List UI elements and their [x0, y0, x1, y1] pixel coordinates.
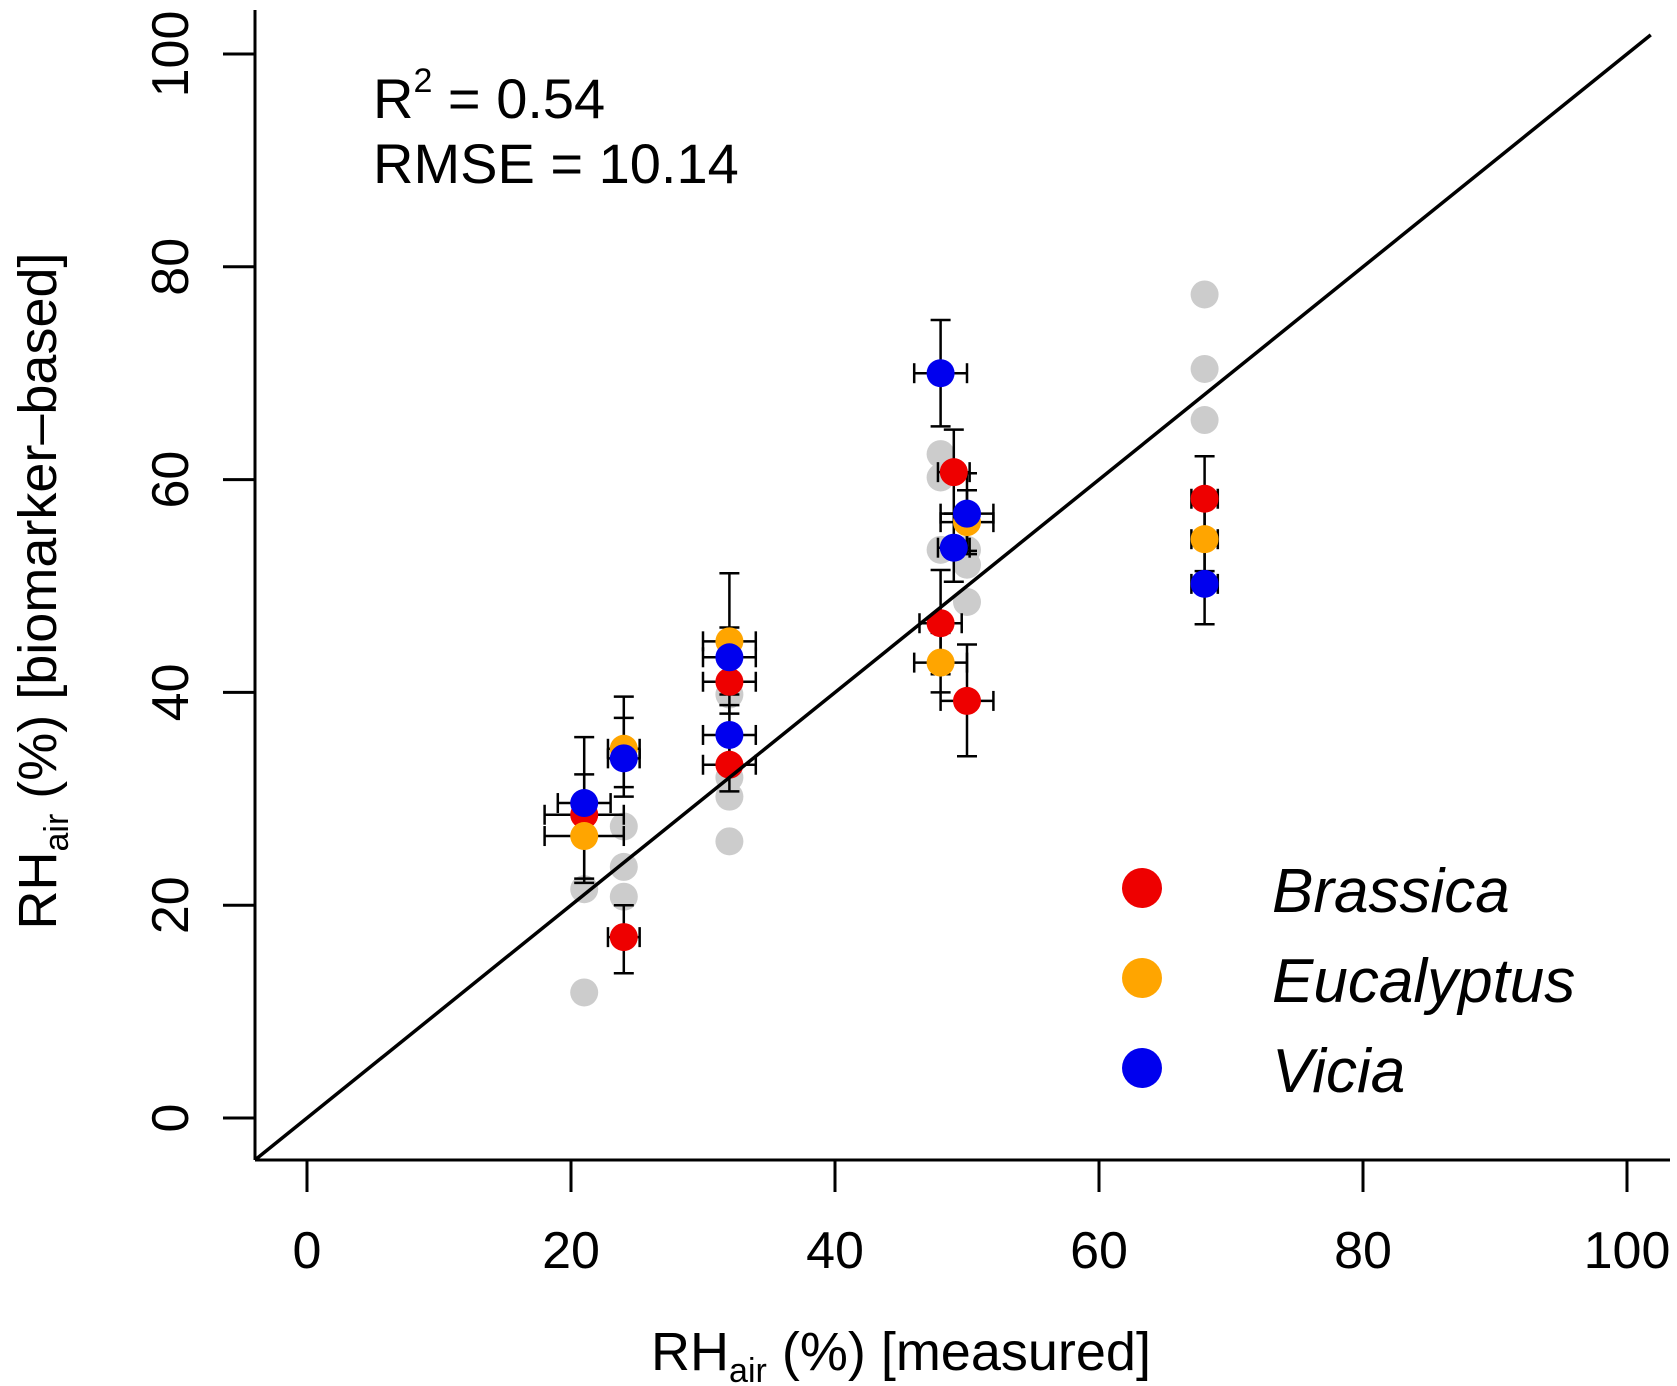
- y-tick-label: 0: [142, 1104, 200, 1133]
- point-eucalyptus: [926, 648, 955, 677]
- point-eucalyptus: [1190, 525, 1219, 554]
- point-eucalyptus: [570, 822, 599, 851]
- point-vicia: [1190, 569, 1219, 598]
- y-tick-label: 80: [142, 238, 200, 296]
- point-brassica: [953, 686, 981, 715]
- y-tick-label: 20: [142, 876, 200, 934]
- point-vicia: [609, 744, 638, 773]
- y-tick-label: 60: [142, 451, 200, 509]
- legend-label-vicia: Vicia: [1272, 1037, 1405, 1106]
- y-axis-title: RHair (%) [biomarker–based]: [8, 252, 76, 929]
- legend-marker-vicia: [1122, 1048, 1162, 1088]
- y-tick-label: 100: [142, 11, 200, 98]
- point-vicia: [715, 720, 744, 749]
- background-point: [609, 882, 638, 911]
- axes: 0 20 40 60 80 100 0 20 40 60 80 100: [142, 10, 1670, 1280]
- point-brassica: [715, 750, 744, 779]
- x-tick-label: 0: [293, 1222, 322, 1280]
- point-vicia: [939, 533, 968, 562]
- x-axis-title: RHair (%) [measured]: [651, 1322, 1151, 1386]
- legend-marker-brassica: [1122, 868, 1162, 908]
- point-vicia: [926, 359, 955, 388]
- background-point: [609, 852, 638, 881]
- legend-marker-eucalyptus: [1122, 958, 1162, 998]
- r2-superscript: 2: [413, 62, 432, 100]
- background-point: [1190, 280, 1219, 309]
- point-brassica: [1190, 484, 1219, 513]
- point-brassica: [926, 609, 955, 638]
- background-point: [1190, 406, 1219, 435]
- x-tick-label: 80: [1334, 1222, 1392, 1280]
- legend-label-eucalyptus: Eucalyptus: [1272, 947, 1575, 1016]
- background-point: [953, 587, 981, 616]
- point-vicia: [953, 499, 981, 528]
- x-tick-label: 60: [1070, 1222, 1128, 1280]
- point-brassica: [939, 458, 968, 487]
- background-point: [715, 827, 744, 856]
- series-points: [570, 359, 1219, 952]
- identity-line: [253, 33, 1652, 1162]
- point-brassica: [715, 667, 744, 696]
- background-point: [1190, 354, 1219, 383]
- background-point: [715, 782, 744, 811]
- r2-annotation: R2 = 0.54: [373, 62, 605, 130]
- x-tick-label: 20: [542, 1222, 600, 1280]
- error-bars: [543, 318, 1220, 975]
- y-tick-label: 40: [142, 663, 200, 721]
- x-tick-label: 40: [806, 1222, 864, 1280]
- point-vicia: [570, 789, 599, 818]
- point-brassica: [609, 923, 638, 952]
- rmse-annotation: RMSE = 10.14: [373, 132, 739, 195]
- legend-label-brassica: Brassica: [1272, 857, 1510, 926]
- legend: Brassica Eucalyptus Vicia: [1122, 857, 1575, 1106]
- x-tick-label: 100: [1584, 1222, 1671, 1280]
- background-point: [570, 978, 599, 1007]
- point-vicia: [715, 643, 744, 672]
